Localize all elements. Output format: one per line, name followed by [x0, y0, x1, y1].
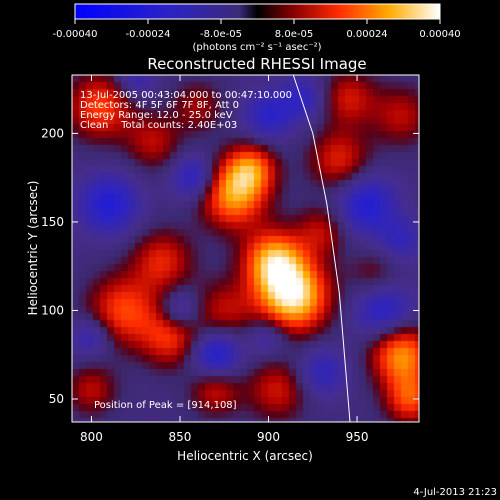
colorbar-tick-label: 0.00040 [419, 29, 460, 40]
y-tick-label: 50 [49, 392, 64, 406]
heatmap-image [72, 75, 419, 422]
axis-ticks: 800 850 900 950 50 100 150 200 [41, 75, 419, 444]
colorbar-tick-label: -0.00040 [53, 29, 98, 40]
solar-limb [292, 74, 351, 423]
peak-position-label: Position of Peak = [914,108] [94, 400, 237, 411]
colorbar [74, 3, 441, 20]
y-tick-label: 100 [41, 303, 64, 317]
annotation-detectors: Detectors: 4F 5F 6F 7F 8F, Att 0 [80, 100, 239, 111]
colorbar-tick-label: -0.00024 [126, 29, 171, 40]
colorbar-tick-label: 8.0e-05 [275, 29, 313, 40]
x-tick-label: 900 [257, 430, 280, 444]
x-tick-label: 850 [169, 430, 192, 444]
colorbar-units: (photons cm⁻² s⁻¹ asec⁻²) [192, 42, 321, 53]
y-tick-label: 200 [41, 126, 64, 140]
chart-title: Reconstructed RHESSI Image [147, 55, 366, 73]
y-tick-label: 150 [41, 215, 64, 229]
colorbar-tick-label: -8.0e-05 [200, 29, 242, 40]
colorbar-tick-label: 0.00024 [346, 29, 387, 40]
x-tick-label: 950 [346, 430, 369, 444]
footer-timestamp: 4-Jul-2013 21:23 [413, 487, 497, 498]
x-tick-label: 800 [80, 430, 103, 444]
annotation-time: 13-Jul-2005 00:43:04.000 to 00:47:10.000 [80, 90, 292, 101]
x-axis-label: Heliocentric X (arcsec) [177, 449, 313, 463]
plot-frame [71, 74, 420, 423]
y-axis-label: Heliocentric Y (arcsec) [26, 181, 40, 316]
annotation-clean: Clean Total counts: 2.40E+03 [80, 120, 237, 131]
annotation-energy: Energy Range: 12.0 - 25.0 keV [80, 110, 233, 121]
colorbar-ticks: -0.00040 -0.00024 -8.0e-05 8.0e-05 0.00024 0.… [53, 19, 461, 40]
